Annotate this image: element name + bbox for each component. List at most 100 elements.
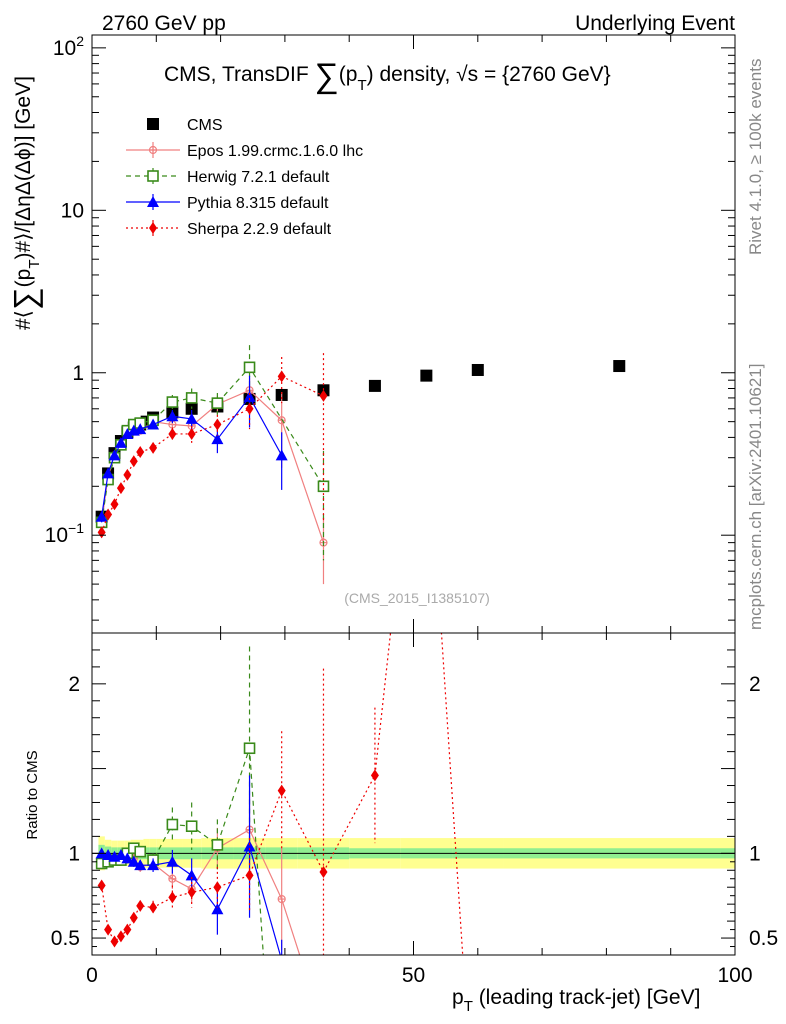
main-ylabel: #⟨∑(pT)#⟩/[ΔηΔ(Δϕ)] [GeV]	[7, 76, 43, 330]
main-series-4-point-7	[149, 441, 158, 454]
main-series-2-point-11	[243, 361, 256, 374]
legend-item-1-label: Epos 1.99.crmc.1.6.0 lhc	[187, 143, 363, 160]
main-series-2-point-10	[211, 397, 224, 409]
title-sub: T	[357, 77, 366, 94]
ratio-series-3-point-4	[123, 923, 132, 936]
xlabel-p: p	[452, 986, 464, 1009]
x-tick-label-100: 100	[717, 964, 752, 987]
ylabel-p: (p	[12, 269, 35, 288]
main-series-4-point-5	[129, 455, 138, 468]
ratio-ylabel: Ratio to CMS	[24, 750, 41, 839]
main-series-4-point-4	[123, 468, 132, 481]
main-series-1-line	[101, 389, 325, 543]
ratio-series-1-point-10	[211, 839, 224, 851]
ratio-uncertainty-bands	[92, 836, 735, 871]
main-series-3-point-12	[275, 449, 288, 461]
ratio-y-tick-label-1: 1	[68, 842, 80, 865]
ratio-series-3-point-7	[149, 901, 158, 914]
ratio-y-tick-label-right-2: 2	[749, 673, 761, 696]
ratio-y-tick-label-right-0: 0.5	[749, 927, 778, 950]
ratio-series-2-point-3	[114, 849, 127, 861]
xlabel-sub: T	[464, 998, 473, 1015]
ratio-series-1-point-9	[185, 820, 198, 833]
main-series-1-point-12	[277, 416, 286, 425]
main-y-tick-label-3: 102	[53, 33, 84, 60]
main-series-4-line	[101, 375, 324, 533]
header-right: Underlying Event	[575, 12, 735, 35]
rivet-label: Rivet 4.1.0, ≥ 100k events	[746, 59, 765, 255]
main-series-4-point-10	[213, 418, 222, 431]
main-y-tick-label-0: 10−1	[45, 520, 85, 547]
main-series-2-point-8	[166, 396, 179, 408]
title-p: (p	[339, 63, 358, 86]
ratio-y-tick-label-2: 2	[68, 673, 80, 696]
main-series-4-point-13	[319, 389, 328, 402]
main-y-tick-base-3: 10	[53, 37, 76, 60]
ratio-series-2-point-5	[127, 855, 140, 867]
ratio-series-0-point-8	[168, 874, 177, 883]
ratio-series-3-point-8	[168, 891, 177, 904]
ylabel-sum: ∑	[7, 287, 43, 310]
main-series-3-point-0	[95, 510, 108, 522]
ratio-series-2-point-12	[281, 954, 283, 955]
ratio-series-2-point-9	[185, 869, 198, 881]
main-series-2-point-9	[185, 392, 198, 404]
legend-item-0-label: CMS	[187, 117, 223, 134]
main-series-0-point-15	[368, 379, 381, 392]
ylabel-b: )#⟩/[ΔηΔ(Δϕ)] [GeV]	[12, 76, 35, 259]
main-y-tick-label-1: 1	[72, 362, 84, 385]
ratio-series-3-point-13	[319, 865, 328, 878]
main-series-3-point-4	[121, 427, 134, 439]
main-series-3-point-8	[166, 410, 179, 422]
ratio-y-tick-label-right-1: 1	[749, 842, 761, 865]
legend-item-4-marker	[149, 222, 157, 234]
ratio-series-1-point-8	[166, 818, 179, 831]
main-series-0-point-18	[613, 360, 626, 373]
legend-item-2-label: Herwig 7.2.1 default	[187, 169, 330, 186]
main-series-4-point-0	[97, 526, 106, 539]
main-series-4-point-11	[245, 402, 254, 415]
xlabel-rest: (leading track-jet) [GeV]	[473, 986, 701, 1009]
legend-item-2-marker	[147, 170, 159, 182]
ratio-series-3-point-12	[277, 784, 286, 797]
main-series-4-point-8	[168, 427, 177, 440]
ylabel-a: #⟨	[12, 310, 35, 330]
main-series-3-point-3	[114, 436, 127, 448]
main-series-0-point-16	[420, 369, 433, 382]
main-series-4-point-12	[277, 370, 286, 383]
ratio-y-tick-label-0: 0.5	[51, 927, 80, 950]
ratio-series-2-point-10	[211, 903, 224, 915]
title-sum-symbol: ∑	[315, 57, 339, 95]
ratio-series-3-point-5	[129, 911, 138, 924]
main-y-tick-label-2: 10	[61, 199, 84, 222]
main-series-3-point-9	[185, 412, 198, 424]
ratio-series-3-point-2	[110, 935, 119, 948]
analysis-watermark: (CMS_2015_I1385107)	[344, 590, 490, 606]
main-series-4-point-2	[110, 498, 119, 511]
x-tick-label-50: 50	[402, 964, 425, 987]
ratio-series-2-point-11	[243, 840, 256, 852]
ratio-series-2-point-8	[166, 855, 179, 867]
main-series-3-point-1	[102, 467, 115, 479]
main-y-tick-base-0: 10	[45, 524, 68, 547]
ratio-series-1-point-12	[261, 984, 271, 994]
ratio-series-2-point-7	[147, 859, 160, 871]
ratio-series-3-point-0	[97, 879, 106, 892]
legend-item-3-marker	[147, 196, 159, 207]
main-series-4-point-3	[116, 482, 125, 495]
ylabel-sub: T	[26, 259, 43, 268]
main-series-3-point-6	[134, 423, 147, 435]
main-series-3-point-7	[147, 418, 160, 430]
x-axis-label: pT (leading track-jet) [GeV]	[452, 986, 700, 1015]
main-series-3-point-10	[211, 433, 224, 445]
header-left: 2760 GeV pp	[102, 12, 226, 35]
mcplots-label: mcplots.cern.ch [arXiv:2401.10621]	[746, 364, 765, 630]
title-close: )	[367, 63, 374, 86]
ratio-series-3-point-14	[370, 769, 379, 782]
main-series-2-point-12	[317, 480, 330, 493]
ratio-series-2-point-4	[121, 852, 134, 864]
ratio-series-3-point-1	[104, 923, 113, 936]
